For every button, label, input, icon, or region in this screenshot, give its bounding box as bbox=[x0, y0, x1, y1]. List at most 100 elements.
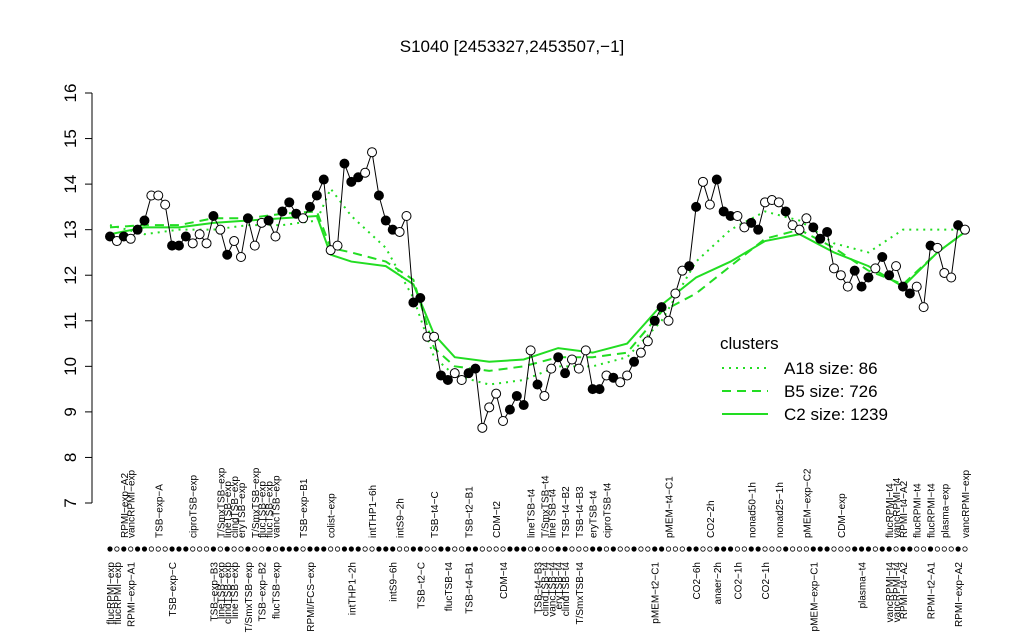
strip-dot bbox=[176, 546, 182, 552]
bottom-label: RPMI−t4−A2 bbox=[899, 562, 910, 620]
point bbox=[311, 190, 322, 201]
strip-dot bbox=[741, 546, 747, 552]
top-label: T/SmxTSB−t4 bbox=[540, 475, 551, 538]
strip-dot bbox=[879, 546, 885, 552]
strip-dot bbox=[590, 546, 596, 552]
strip-dot bbox=[624, 546, 630, 552]
strip-dot bbox=[659, 546, 665, 552]
strip-dot bbox=[541, 546, 547, 552]
bottom-label: vancTSB−t4 bbox=[547, 562, 558, 617]
chart-title: S1040 [2453327,2453507,−1] bbox=[400, 37, 625, 56]
strip-dot bbox=[341, 546, 348, 552]
strip-dot bbox=[362, 546, 368, 552]
bottom-label: TSB−exp−C bbox=[168, 562, 179, 616]
strip-dot bbox=[528, 546, 534, 552]
point bbox=[553, 352, 564, 363]
top-label: flucRPMI−t4 bbox=[927, 483, 938, 538]
point bbox=[263, 215, 274, 226]
strip-dot bbox=[755, 546, 761, 552]
point bbox=[498, 416, 509, 426]
strip-dot bbox=[190, 546, 196, 552]
point bbox=[415, 293, 426, 303]
strip-dot bbox=[224, 546, 230, 552]
bottom-label: clindTSB−exp bbox=[223, 562, 234, 624]
strip-dot bbox=[776, 546, 782, 552]
strip-dot bbox=[948, 546, 954, 552]
y-tick-label: 9 bbox=[61, 407, 80, 416]
point bbox=[656, 302, 667, 313]
strip-dot bbox=[817, 546, 823, 552]
point bbox=[918, 302, 929, 313]
point bbox=[456, 375, 467, 385]
top-label: TSB−t4−B2 bbox=[561, 486, 572, 538]
strip-dot bbox=[438, 546, 444, 552]
strip-dot bbox=[293, 546, 299, 552]
point bbox=[442, 375, 453, 385]
top-label: pMEM−t4−C1 bbox=[665, 476, 676, 538]
strip-dot bbox=[872, 546, 878, 552]
top-label: clindTSB−exp bbox=[230, 476, 241, 538]
cluster-line bbox=[109, 210, 966, 372]
strip-dot bbox=[197, 546, 203, 552]
point bbox=[180, 231, 191, 242]
strip-dot bbox=[252, 546, 258, 552]
strip-dot bbox=[521, 546, 527, 552]
strip-dot bbox=[286, 546, 292, 552]
strip-dot bbox=[596, 546, 603, 552]
strip-dot bbox=[121, 546, 127, 552]
y-tick-label: 8 bbox=[61, 453, 80, 462]
bottom-label: flucTSB−t4 bbox=[444, 562, 455, 612]
y-tick-label: 16 bbox=[61, 84, 80, 103]
top-label: flucTSB−exp bbox=[265, 481, 276, 538]
point bbox=[711, 174, 722, 185]
strip-dot bbox=[679, 546, 685, 552]
point bbox=[904, 288, 915, 299]
top-label: intTHP1−6h bbox=[368, 485, 379, 538]
bottom-label: TSB−t2−C bbox=[416, 562, 427, 609]
strip-dot bbox=[472, 546, 479, 552]
point bbox=[870, 263, 881, 274]
strip-dot bbox=[307, 546, 313, 552]
top-label: CO2−2h bbox=[706, 500, 717, 538]
top-label: plasma−exp bbox=[940, 483, 951, 538]
strip-dot bbox=[845, 546, 851, 552]
point bbox=[242, 213, 253, 224]
top-label: RPMI−t4−A2 bbox=[899, 480, 910, 538]
top-label: TSB−t4−C bbox=[430, 491, 441, 538]
point bbox=[105, 231, 115, 242]
strip-dot bbox=[321, 546, 327, 552]
point bbox=[201, 238, 212, 249]
bottom-label: plasma−t4 bbox=[858, 562, 869, 609]
point bbox=[787, 220, 798, 231]
point bbox=[435, 370, 446, 381]
strip-dot bbox=[403, 546, 410, 552]
strip-dot bbox=[576, 546, 582, 552]
point bbox=[139, 215, 150, 226]
point bbox=[160, 199, 171, 210]
point bbox=[380, 215, 391, 226]
bottom-label: TSB−t4−B1 bbox=[465, 562, 476, 614]
strip-dot bbox=[417, 546, 423, 552]
top-label: TSB−t4−B3 bbox=[575, 486, 586, 538]
point bbox=[566, 354, 577, 365]
bottom-label: vancRPMI−t4 bbox=[892, 562, 903, 623]
point bbox=[911, 281, 922, 292]
strip-dot bbox=[231, 546, 237, 552]
point bbox=[815, 233, 826, 244]
strip-dot bbox=[396, 546, 403, 552]
point bbox=[663, 315, 674, 326]
strip-dot bbox=[355, 546, 361, 552]
bottom-label: T/SmxTSB−exp bbox=[244, 562, 255, 633]
strip-dot bbox=[796, 546, 803, 552]
strip-dot bbox=[686, 546, 692, 552]
strip-dot bbox=[493, 546, 499, 552]
point bbox=[449, 368, 460, 379]
point bbox=[697, 176, 708, 187]
top-label: colist−exp bbox=[327, 493, 338, 538]
bottom-label: clindTSB−t4 bbox=[561, 562, 572, 617]
strip-dot bbox=[631, 546, 637, 552]
bottom-label: TSB−exp−B2 bbox=[258, 562, 269, 622]
point bbox=[511, 390, 522, 401]
top-label: nonad50−1h bbox=[747, 482, 758, 538]
point bbox=[236, 252, 247, 262]
